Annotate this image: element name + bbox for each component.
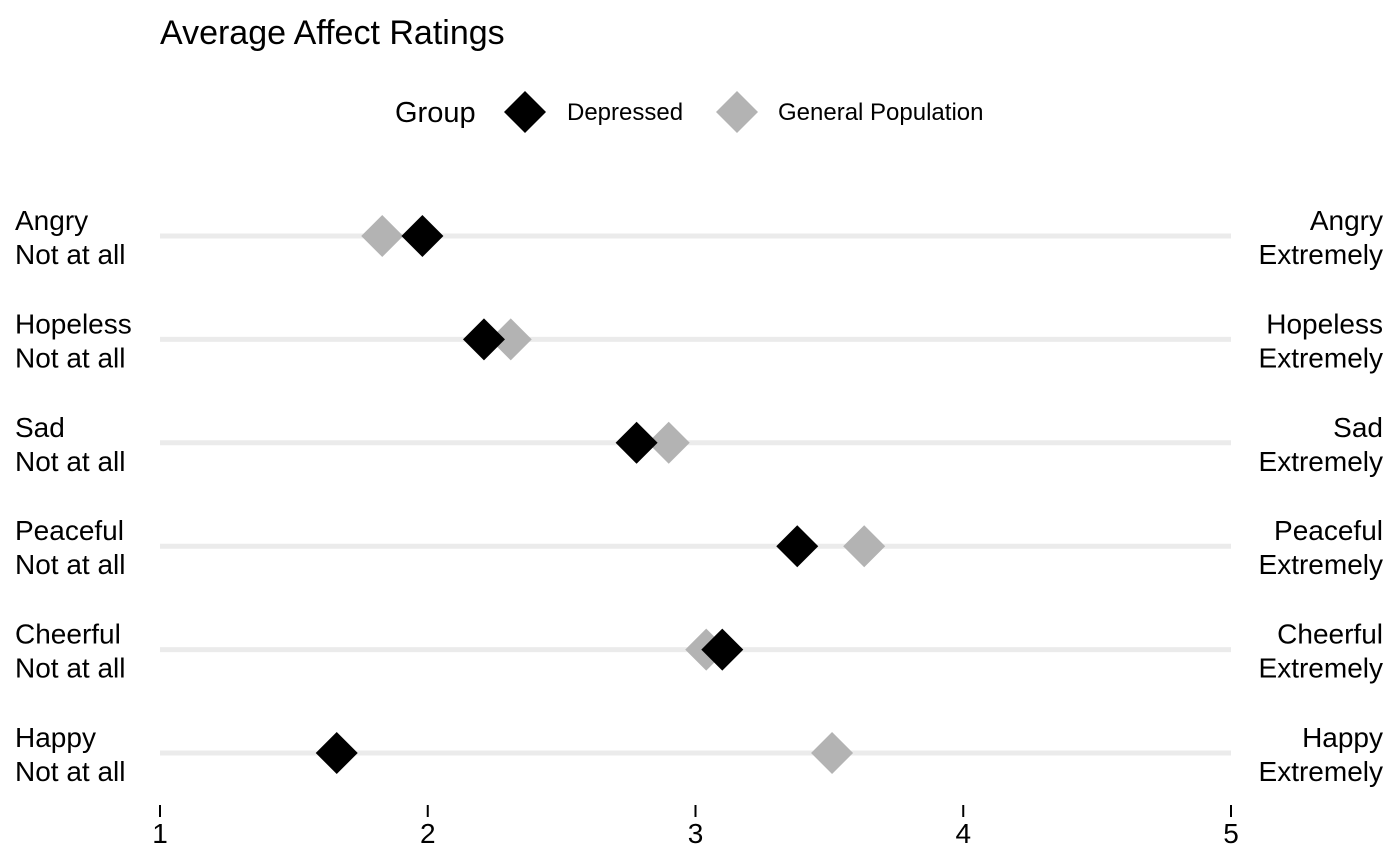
row-anchor-right-happy: Extremely bbox=[1259, 756, 1383, 787]
row-label-right-sad: Sad bbox=[1333, 412, 1383, 443]
row-label-right-hopeless: Hopeless bbox=[1266, 308, 1383, 339]
x-tick-label-2: 2 bbox=[420, 818, 436, 849]
row-anchor-right-cheerful: Extremely bbox=[1259, 653, 1383, 684]
row-label-right-happy: Happy bbox=[1302, 722, 1383, 753]
row-anchor-left-happy: Not at all bbox=[15, 756, 126, 787]
point-general-population-happy bbox=[811, 732, 854, 774]
legend-label-general-population: General Population bbox=[778, 99, 983, 126]
row-label-left-happy: Happy bbox=[15, 722, 96, 753]
row-anchor-left-cheerful: Not at all bbox=[15, 653, 126, 684]
legend-title: Group bbox=[395, 97, 476, 129]
row-label-left-angry: Angry bbox=[15, 205, 88, 236]
row-anchor-right-hopeless: Extremely bbox=[1259, 342, 1383, 373]
point-depressed-hopeless bbox=[462, 318, 505, 361]
point-depressed-peaceful bbox=[776, 525, 819, 568]
row-label-right-angry: Angry bbox=[1310, 205, 1383, 236]
row-anchor-left-angry: Not at all bbox=[15, 239, 126, 270]
point-general-population-angry bbox=[361, 215, 404, 257]
data-points bbox=[315, 215, 886, 774]
row-label-left-cheerful: Cheerful bbox=[15, 619, 121, 650]
point-depressed-sad bbox=[615, 421, 658, 464]
point-general-population-hopeless bbox=[489, 318, 532, 361]
row-label-left-hopeless: Hopeless bbox=[15, 308, 132, 339]
legend: Group Depressed General Population bbox=[395, 91, 983, 133]
x-tick-label-3: 3 bbox=[688, 818, 704, 849]
row-label-left-sad: Sad bbox=[15, 412, 65, 443]
point-general-population-sad bbox=[647, 421, 690, 464]
chart-title: Average Affect Ratings bbox=[160, 14, 505, 52]
row-anchor-left-sad: Not at all bbox=[15, 446, 126, 477]
point-depressed-happy bbox=[315, 732, 358, 774]
point-depressed-angry bbox=[401, 215, 444, 257]
x-tick-label-4: 4 bbox=[955, 818, 971, 849]
row-label-right-peaceful: Peaceful bbox=[1274, 515, 1383, 546]
row-anchor-right-peaceful: Extremely bbox=[1259, 549, 1383, 580]
row-label-left-peaceful: Peaceful bbox=[15, 515, 124, 546]
row-label-right-cheerful: Cheerful bbox=[1277, 619, 1383, 650]
x-tick-label-5: 5 bbox=[1223, 818, 1239, 849]
x-tick-label-1: 1 bbox=[152, 818, 168, 849]
point-general-population-peaceful bbox=[843, 525, 886, 568]
row-anchor-right-sad: Extremely bbox=[1259, 446, 1383, 477]
legend-key-depressed bbox=[504, 91, 546, 133]
legend-label-depressed: Depressed bbox=[567, 99, 683, 126]
x-axis: 1 2 3 4 5 bbox=[152, 805, 1239, 849]
row-anchor-right-angry: Extremely bbox=[1259, 239, 1383, 270]
row-anchor-left-peaceful: Not at all bbox=[15, 549, 126, 580]
point-depressed-cheerful bbox=[701, 628, 744, 671]
row-anchor-left-hopeless: Not at all bbox=[15, 342, 126, 373]
legend-key-general-population bbox=[716, 91, 758, 133]
